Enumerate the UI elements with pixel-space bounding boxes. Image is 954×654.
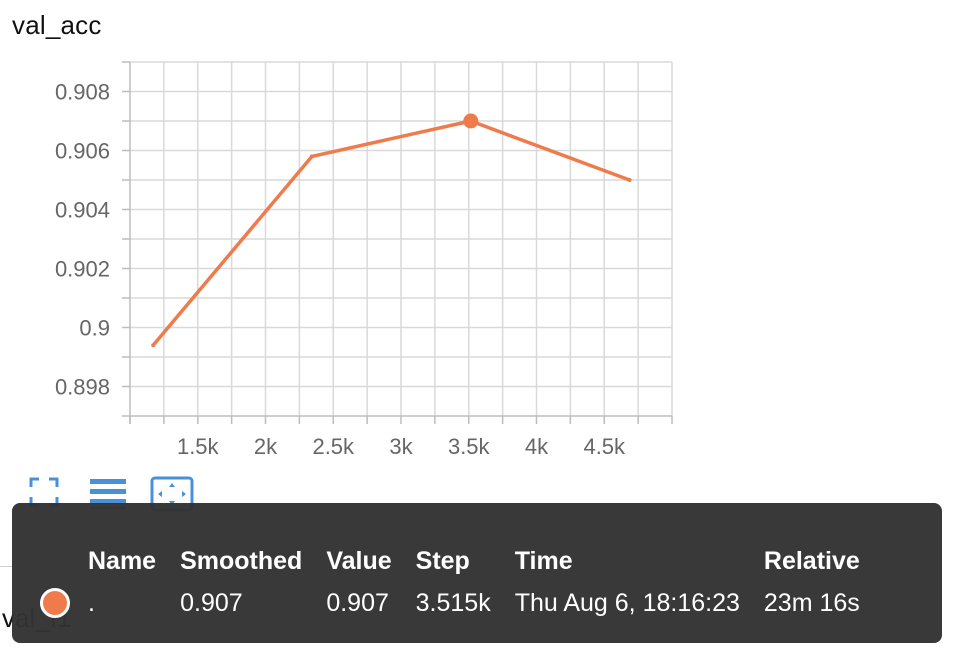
x-tick-label: 4.5k xyxy=(583,434,626,459)
x-tick-label: 3k xyxy=(389,434,413,459)
y-tick-label: 0.898 xyxy=(55,375,110,400)
card-divider xyxy=(0,566,20,567)
x-tick-label: 2k xyxy=(254,434,278,459)
tooltip-header-row: Name Smoothed Value Step Time Relative xyxy=(34,539,872,583)
data-tooltip: Name Smoothed Value Step Time Relative .… xyxy=(12,503,942,643)
cell-smoothed: 0.907 xyxy=(180,588,243,617)
header-step: Step xyxy=(415,546,470,575)
y-tick-label: 0.902 xyxy=(55,257,110,282)
tooltip-data-row: . 0.907 0.907 3.515k Thu Aug 6, 18:16:23… xyxy=(34,583,872,623)
header-smoothed: Smoothed xyxy=(180,546,303,575)
y-tick-label: 0.906 xyxy=(55,139,110,164)
fullscreen-button[interactable] xyxy=(28,476,60,512)
cell-time: Thu Aug 6, 18:16:23 xyxy=(514,588,740,617)
tooltip-table: Name Smoothed Value Step Time Relative .… xyxy=(34,539,872,623)
tick-labels: 0.898 0.9 0.902 0.904 0.906 0.908 1.5k 2k 2.5k 3k… xyxy=(55,80,626,460)
x-tick-label: 4k xyxy=(525,434,549,459)
series-line xyxy=(151,119,632,347)
fullscreen-icon xyxy=(28,476,60,508)
cell-name: . xyxy=(88,588,95,617)
axes xyxy=(122,61,673,424)
y-tick-label: 0.904 xyxy=(55,198,110,223)
y-tick-label: 0.9 xyxy=(79,316,110,341)
data-point xyxy=(151,343,156,348)
chart-title: val_acc xyxy=(12,10,102,40)
header-name: Name xyxy=(88,546,157,575)
grid xyxy=(130,61,673,416)
cell-step: 3.515k xyxy=(415,588,491,617)
cell-relative: 23m 16s xyxy=(763,588,860,617)
data-point xyxy=(627,178,632,182)
data-point xyxy=(309,154,314,159)
x-tick-label: 2.5k xyxy=(312,434,355,459)
highlighted-point xyxy=(463,113,479,129)
x-tick-label: 1.5k xyxy=(177,434,220,459)
header-time: Time xyxy=(514,546,573,575)
line-chart[interactable]: 0.898 0.9 0.902 0.904 0.906 0.908 1.5k 2k 2.5k 3k… xyxy=(0,0,954,470)
series-layer xyxy=(151,113,632,348)
cell-value: 0.907 xyxy=(326,588,389,617)
series-color-swatch xyxy=(40,588,70,619)
y-tick-label: 0.908 xyxy=(55,80,110,105)
header-value: Value xyxy=(326,546,392,575)
header-relative: Relative xyxy=(763,546,860,575)
x-tick-label: 3.5k xyxy=(448,434,491,459)
